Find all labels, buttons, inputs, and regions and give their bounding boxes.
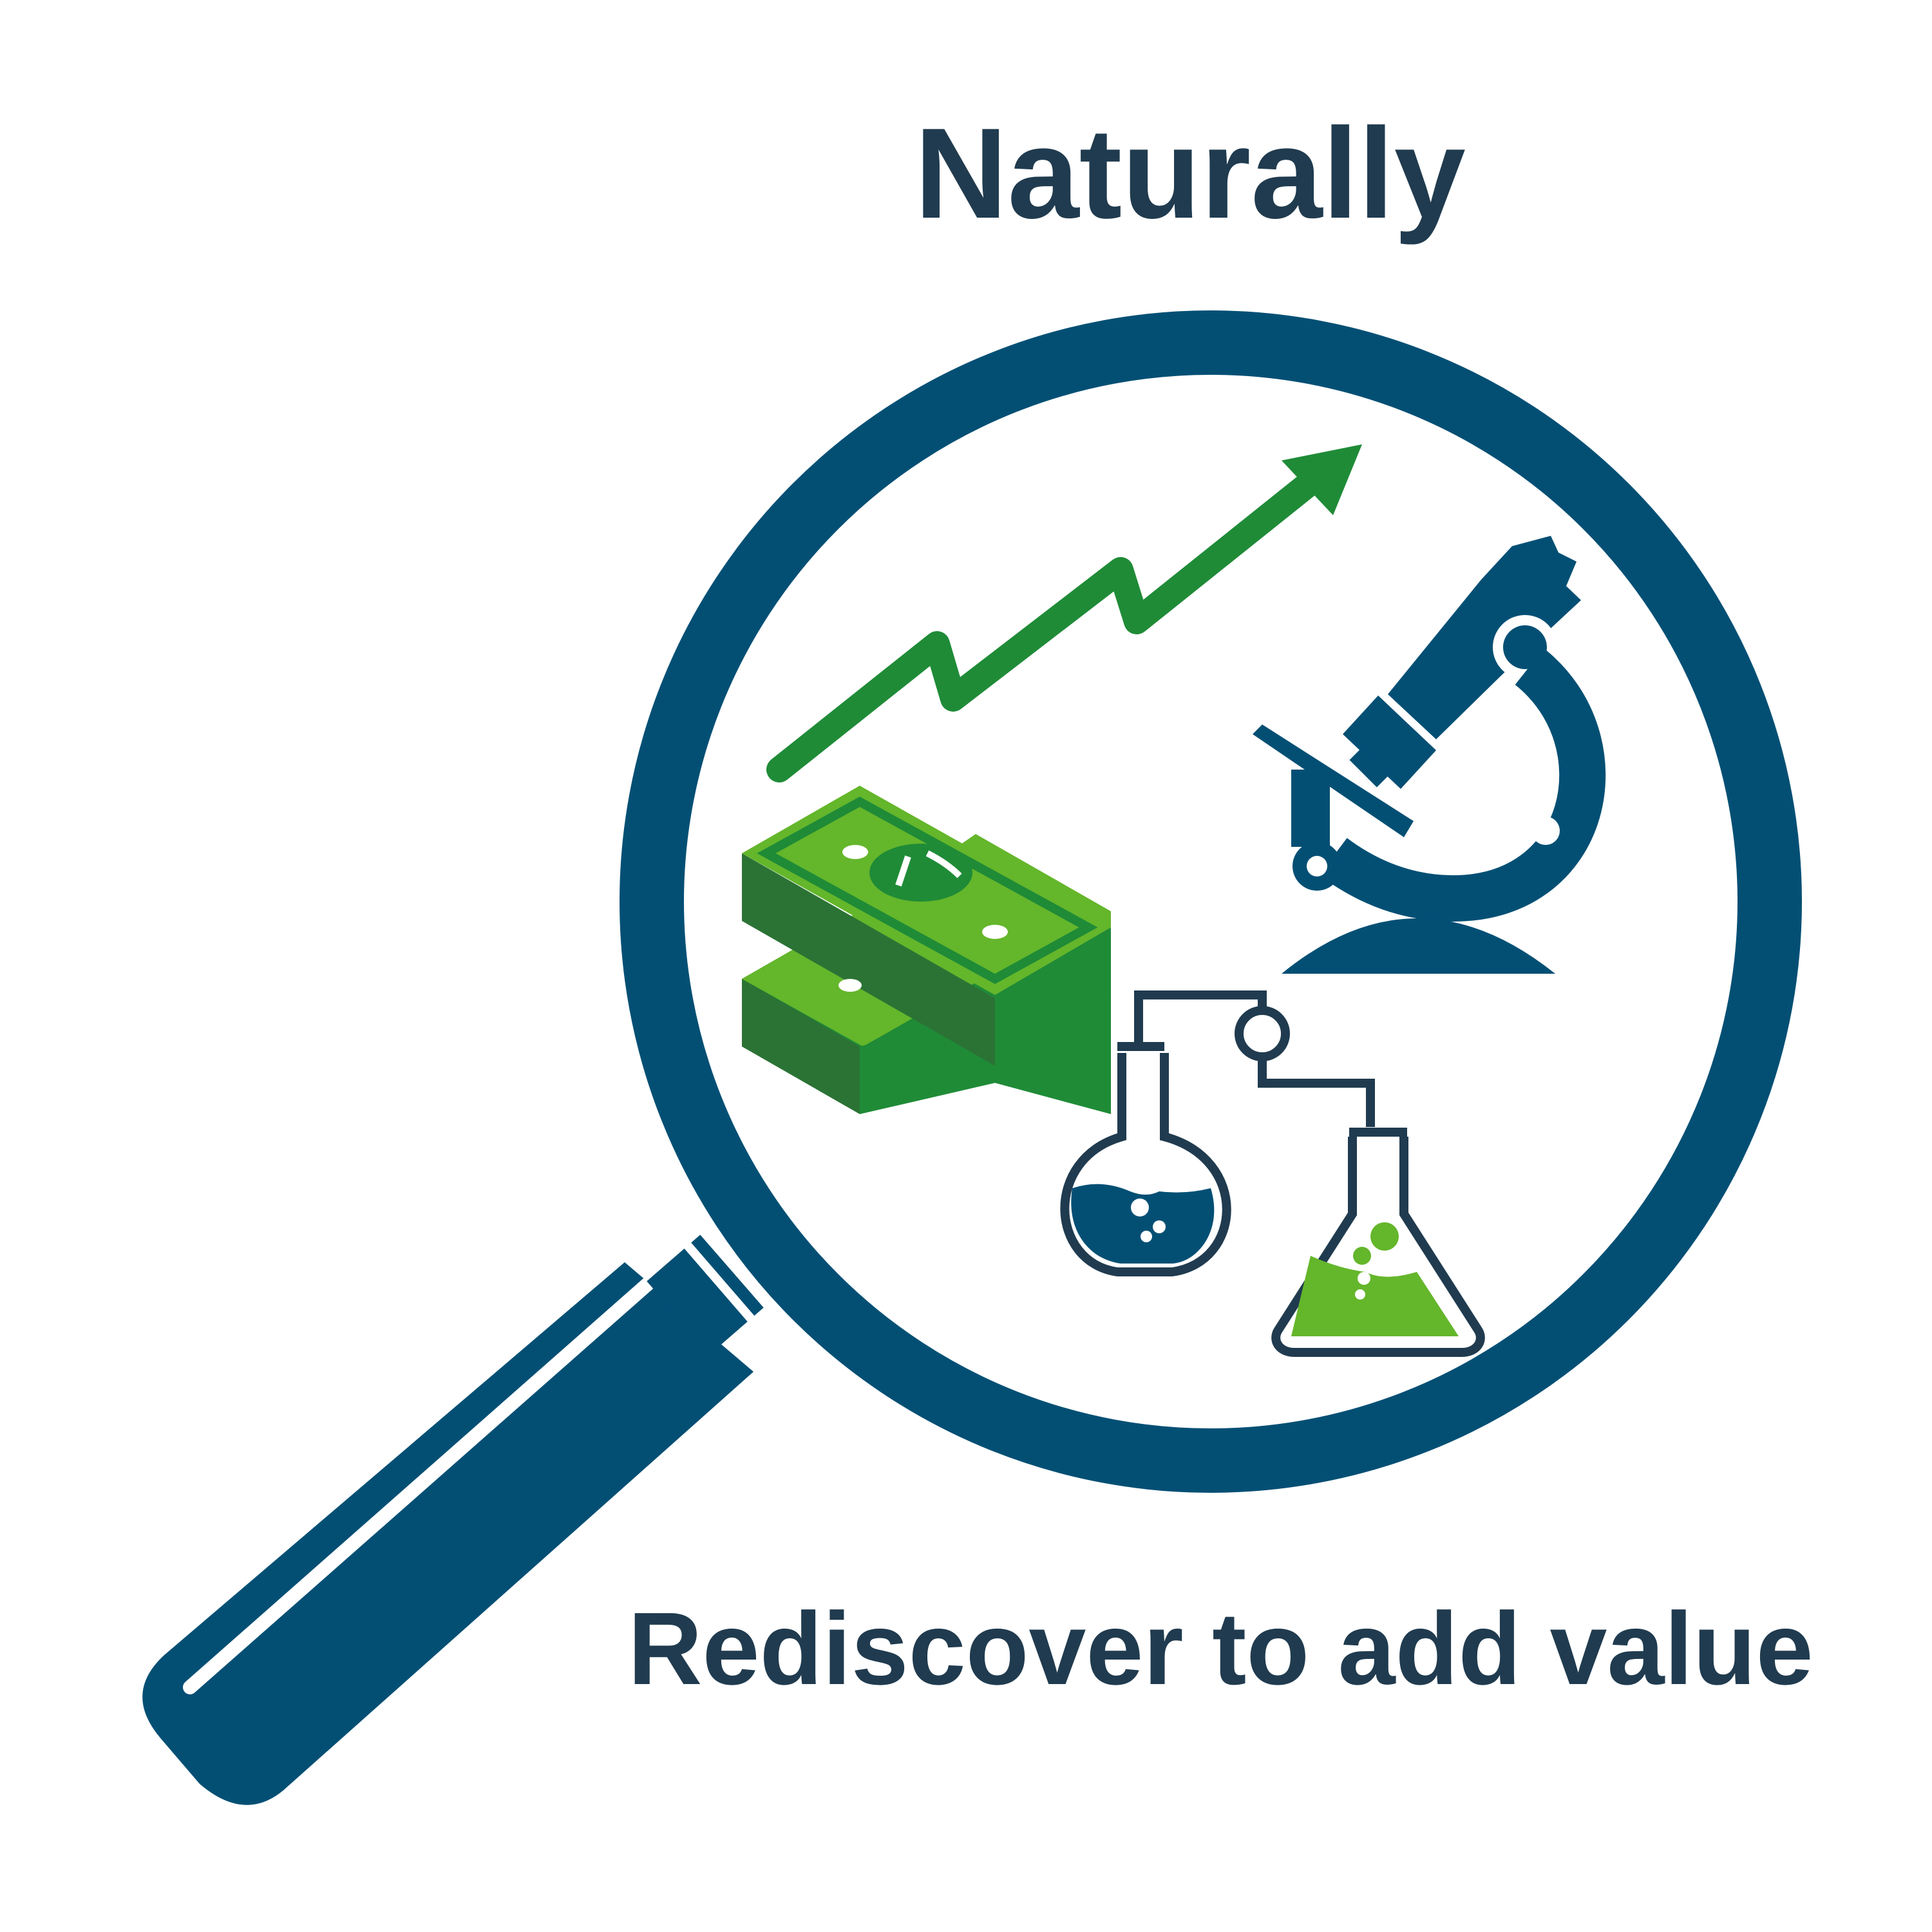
tagline: Rediscover to add value: [628, 1591, 1814, 1706]
magnifier-collar: [647, 1235, 764, 1354]
money-stack-icon: [742, 786, 1111, 1114]
magnifier-handle-highlight: [183, 1274, 658, 1694]
growth-arrow-icon: [766, 444, 1362, 782]
page-title: Naturally: [914, 102, 1466, 245]
round-flask-icon: [1060, 990, 1375, 1276]
erlenmeyer-flask-icon: [1271, 1128, 1485, 1357]
magnifier-handle: [142, 1262, 753, 1805]
microscope-icon: [1253, 536, 1606, 974]
magnifier-collar-line: [679, 1236, 761, 1329]
